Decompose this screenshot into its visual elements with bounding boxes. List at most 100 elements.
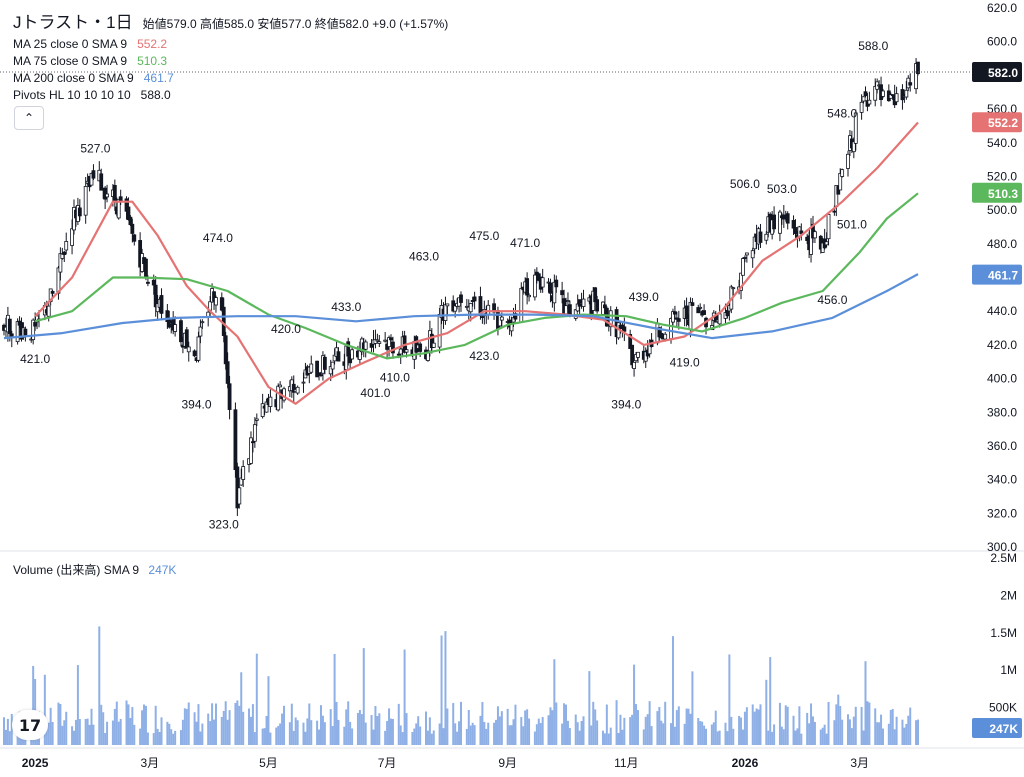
pivot-label: 503.0 xyxy=(767,182,797,196)
candle-body xyxy=(603,304,607,309)
pivot-label: 439.0 xyxy=(629,290,659,304)
volume-bar xyxy=(498,716,501,745)
candle-body xyxy=(375,339,380,342)
volume-bar xyxy=(528,718,531,745)
volume-bar xyxy=(617,732,620,745)
volume-bar xyxy=(854,706,857,745)
volume-bar xyxy=(771,731,774,745)
volume-bar xyxy=(656,711,659,745)
volume-bar xyxy=(197,704,200,745)
volume-bar xyxy=(469,725,472,745)
candle-body xyxy=(908,82,913,86)
volume-bar xyxy=(568,728,571,745)
candle-body xyxy=(750,250,755,259)
candle-body xyxy=(717,313,722,325)
volume-bar xyxy=(566,720,569,745)
volume-bar xyxy=(526,709,529,745)
volume-bar xyxy=(249,716,252,745)
volume-bar xyxy=(337,719,340,745)
volume-bar xyxy=(275,727,278,745)
volume-bar xyxy=(619,714,622,745)
volume-bar xyxy=(454,723,457,745)
volume-bar xyxy=(4,729,7,745)
volume-bar xyxy=(333,653,336,745)
volume-bar xyxy=(389,718,392,745)
volume-bar xyxy=(728,654,731,745)
volume-bar xyxy=(74,719,77,745)
volume-bar xyxy=(514,704,517,745)
volume-bar xyxy=(304,731,307,745)
candle-body xyxy=(126,206,131,221)
time-axis-label: 3月 xyxy=(850,756,869,770)
volume-bar xyxy=(487,722,490,745)
candle-body xyxy=(731,287,736,290)
change-value: +9.0 (+1.57%) xyxy=(372,17,449,31)
volume-bar xyxy=(909,707,912,745)
volume-bar xyxy=(862,730,865,745)
volume-bar xyxy=(813,721,816,745)
volume-bar xyxy=(419,726,422,745)
volume-sma-label: SMA 9 xyxy=(103,563,140,577)
candle-body xyxy=(130,223,135,234)
candle-body xyxy=(764,233,769,241)
candle-body xyxy=(251,441,255,444)
volume-bar xyxy=(160,717,163,745)
indicator-pivots[interactable]: Pivots HL 10 10 10 10 588.0 xyxy=(13,87,448,104)
pivot-label: 394.0 xyxy=(611,398,641,412)
candle-body xyxy=(214,297,218,306)
volume-bar xyxy=(465,728,468,745)
volume-bar xyxy=(131,707,134,745)
volume-bar xyxy=(685,708,688,745)
volume-bar xyxy=(397,703,400,745)
volume-bar xyxy=(673,726,676,745)
chevron-up-icon: ⌃ xyxy=(23,111,35,125)
volume-bar xyxy=(716,731,719,745)
volume-bar xyxy=(837,694,840,745)
volume-bar xyxy=(565,704,568,745)
indicator-ma75[interactable]: MA 75 close 0 SMA 9 510.3 xyxy=(13,53,448,70)
volume-bar xyxy=(428,717,431,745)
time-axis-label: 3月 xyxy=(141,756,160,770)
candle-body xyxy=(7,318,12,334)
indicator-ma25[interactable]: MA 25 close 0 SMA 9 552.2 xyxy=(13,36,448,53)
pivot-label: 474.0 xyxy=(203,231,233,245)
candle-body xyxy=(846,153,850,169)
price-axis-tick: 320.0 xyxy=(987,506,1017,520)
price-axis-tick: 420.0 xyxy=(987,338,1017,352)
pivot-label: 401.0 xyxy=(360,386,390,400)
volume-bar xyxy=(574,714,577,745)
volume-bar xyxy=(166,721,169,745)
volume-bar xyxy=(767,730,770,745)
candle-body xyxy=(192,350,197,357)
candle-body xyxy=(346,341,351,357)
volume-bar xyxy=(759,704,762,745)
candle-body xyxy=(832,210,837,213)
volume-bar xyxy=(905,723,908,745)
volume-bar xyxy=(907,715,910,745)
volume-bar xyxy=(588,671,591,745)
volume-legend[interactable]: Volume (出来高) SMA 9 247K xyxy=(13,561,176,578)
volume-bar xyxy=(154,705,157,745)
close-label: 終値 xyxy=(314,17,339,31)
candle-body xyxy=(159,295,164,314)
volume-bar xyxy=(442,728,445,745)
indicator-ma200[interactable]: MA 200 close 0 SMA 9 461.7 xyxy=(13,70,448,87)
pivot-label: 420.0 xyxy=(271,322,301,336)
candle-body xyxy=(595,299,600,312)
pivot-label: 456.0 xyxy=(817,293,847,307)
volume-bar xyxy=(8,731,11,745)
symbol-title[interactable]: Jトラスト・1日 xyxy=(13,13,133,32)
candle-body xyxy=(241,466,246,480)
candle-body xyxy=(468,303,473,313)
candle-body xyxy=(838,173,843,191)
volume-bar xyxy=(806,712,809,745)
candle-body xyxy=(519,287,524,323)
volume-axis-tick: 2M xyxy=(1000,588,1017,602)
collapse-legend-button[interactable]: ⌃ xyxy=(14,106,44,130)
volume-bar xyxy=(549,707,552,745)
volume-bar xyxy=(635,704,638,745)
ma-line-ma25 xyxy=(34,121,919,405)
tradingview-logo-icon[interactable]: 17 xyxy=(12,710,48,740)
